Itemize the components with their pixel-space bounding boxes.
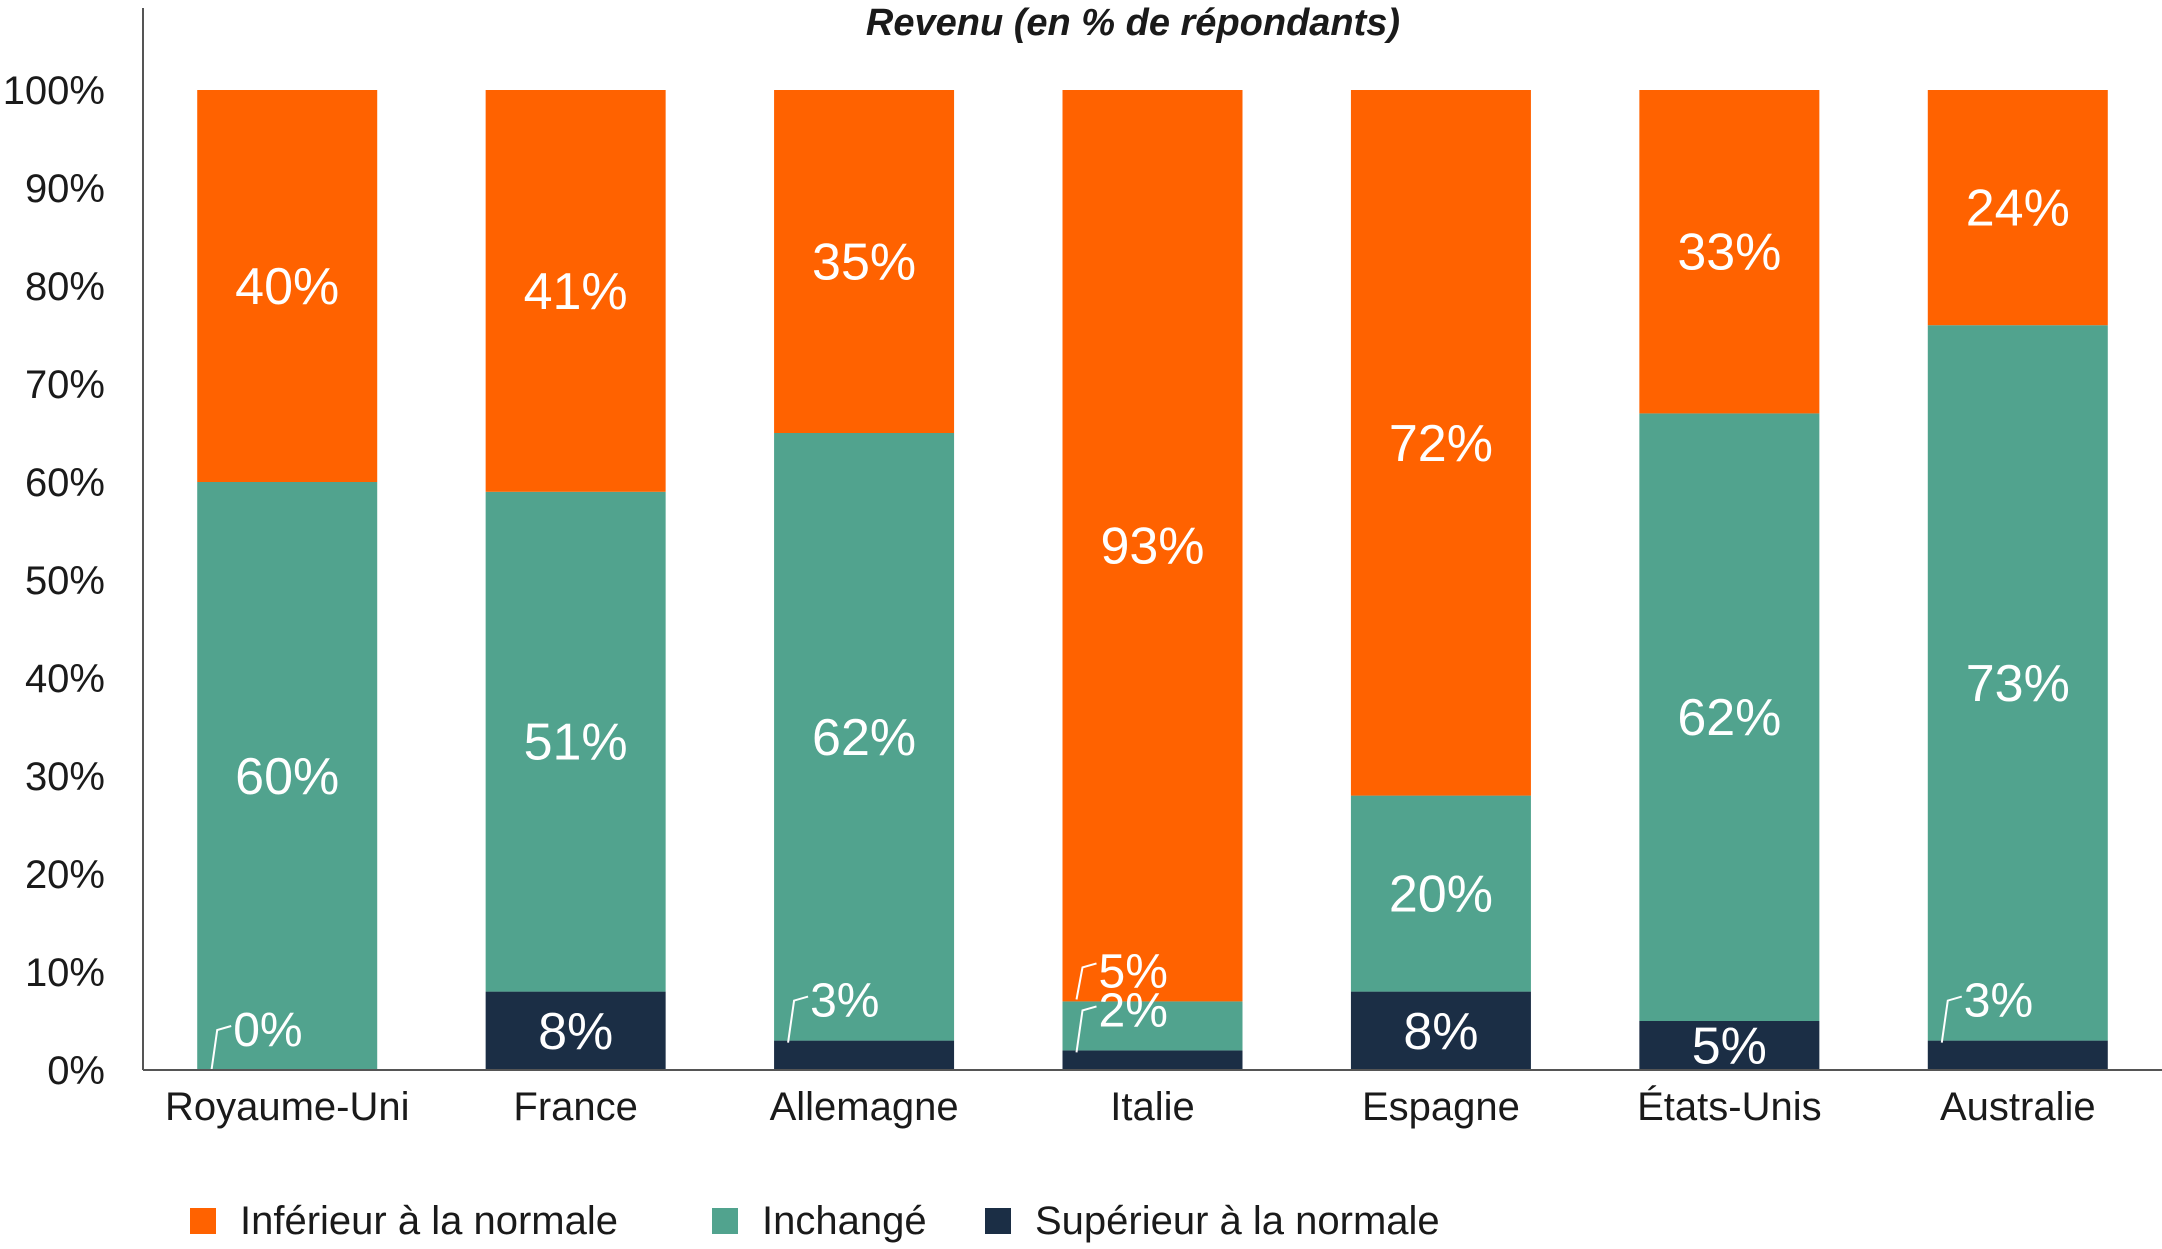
bar-segment — [1927, 90, 2108, 326]
bar-segment — [197, 90, 378, 482]
x-category-label: Italie — [1110, 1085, 1195, 1129]
bar-segment — [1062, 1050, 1243, 1070]
bars: 40%60%0%41%51%8%35%62%3%93%2%5%72%20%8%3… — [197, 90, 2108, 1076]
bar-segment — [1350, 795, 1531, 992]
bar-value-label: 0% — [233, 1004, 302, 1057]
bar-value-label: 5% — [1692, 1018, 1767, 1076]
bar-segment — [1927, 325, 2108, 1041]
y-tick-label: 40% — [25, 657, 105, 701]
bar-value-label: 73% — [1966, 655, 2070, 713]
y-axis: 0% 10% 20% 30% 40% 50% 60% 70% 80% 90% 100% — [3, 8, 144, 1093]
legend-label: Inférieur à la normale — [240, 1199, 618, 1243]
legend-label: Supérieur à la normale — [1035, 1199, 1440, 1243]
bar-value-label: 2% — [1099, 984, 1168, 1037]
y-tick-label: 50% — [25, 559, 105, 603]
leader-line — [1075, 962, 1097, 1000]
x-category-label: Espagne — [1362, 1085, 1520, 1129]
bar-value-label: 62% — [812, 709, 916, 767]
y-tick-label: 80% — [25, 265, 105, 309]
y-tick-label: 90% — [25, 167, 105, 211]
bar-segment — [774, 433, 955, 1041]
x-category-label: France — [513, 1085, 638, 1129]
bar-value-label: 35% — [812, 234, 916, 292]
bar-segment — [1639, 90, 1820, 414]
chart-title: Revenu (en % de répondants) — [866, 2, 1400, 44]
bar-segment — [1062, 1001, 1243, 1051]
bar-value-label: 3% — [1964, 975, 2033, 1028]
bar-segment — [485, 991, 666, 1070]
y-tick-label: 20% — [25, 853, 105, 897]
bar-segment — [1350, 991, 1531, 1070]
bar-value-label: 60% — [235, 748, 339, 806]
bar-segment — [1350, 90, 1531, 796]
y-tick-label: 30% — [25, 755, 105, 799]
bar-segment — [1927, 1040, 2108, 1070]
bar-segment — [774, 90, 955, 433]
bar-value-label: 62% — [1677, 689, 1781, 747]
bar-segment — [1639, 1021, 1820, 1070]
bar-segment — [485, 491, 666, 992]
bar-value-label: 72% — [1389, 415, 1493, 473]
x-category-label: Australie — [1940, 1085, 2096, 1129]
leader-line — [787, 995, 809, 1043]
bar-value-label: 3% — [810, 975, 879, 1028]
bar-segment — [1062, 90, 1243, 1002]
x-category-label: États-Unis — [1637, 1084, 1822, 1129]
bar-segment — [774, 1040, 955, 1070]
bar-value-label: 5% — [1099, 945, 1168, 998]
bar-value-label: 24% — [1966, 180, 2070, 238]
bar-value-label: 51% — [524, 714, 628, 772]
y-tick-label: 0% — [47, 1049, 105, 1093]
leader-line — [1940, 995, 1963, 1043]
legend-swatch — [712, 1208, 738, 1234]
bar-value-label: 20% — [1389, 866, 1493, 924]
legend-swatch — [985, 1208, 1011, 1234]
x-axis: Royaume-Uni France Allemagne Italie Espagne É… — [143, 1069, 2162, 1129]
y-tick-label: 100% — [3, 69, 105, 113]
y-tick-label: 60% — [25, 461, 105, 505]
leader-line — [1075, 1005, 1097, 1053]
bar-value-label: 41% — [524, 263, 628, 321]
bar-segment — [197, 482, 378, 1070]
bar-value-label: 40% — [235, 258, 339, 316]
x-category-label: Royaume-Uni — [165, 1085, 410, 1129]
bar-segment — [1639, 413, 1820, 1021]
bar-segment — [485, 90, 666, 492]
leader-line — [210, 1025, 232, 1073]
bar-value-label: 93% — [1100, 518, 1204, 576]
bar-value-label: 33% — [1677, 224, 1781, 282]
legend: Inférieur à la normale Inchangé Supérieur … — [190, 1199, 1440, 1243]
y-tick-label: 70% — [25, 363, 105, 407]
y-tick-label: 10% — [25, 951, 105, 995]
x-category-label: Allemagne — [770, 1085, 959, 1129]
legend-swatch — [190, 1208, 216, 1234]
legend-label: Inchangé — [762, 1199, 927, 1243]
bar-value-label: 8% — [1403, 1003, 1478, 1061]
bar-value-label: 8% — [538, 1003, 613, 1061]
